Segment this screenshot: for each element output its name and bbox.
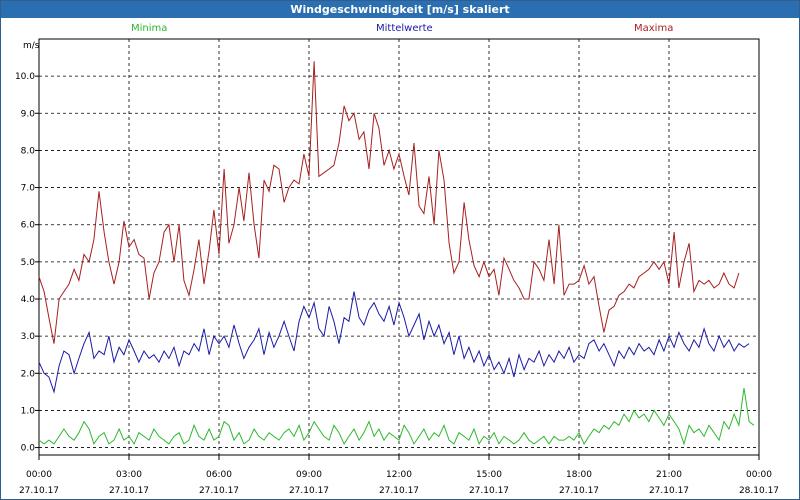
- x-tick-time: 21:00: [656, 470, 682, 480]
- plot-area: [38, 38, 760, 456]
- x-tick-time: 06:00: [206, 470, 232, 480]
- series-line-mittelwerte: [38, 291, 750, 394]
- y-axis-unit: m/s: [23, 41, 40, 51]
- y-tick-label: 0.0: [21, 444, 36, 454]
- legend-mittelwerte: Mittelwerte: [376, 23, 433, 34]
- x-tick-date: 27.10.17: [649, 486, 689, 496]
- x-tick-time: 18:00: [566, 470, 592, 480]
- legend-maxima: Maxima: [634, 23, 674, 34]
- x-tick-time: 00:00: [746, 470, 772, 480]
- legend-minima: Minima: [131, 23, 168, 34]
- x-tick-time: 15:00: [476, 470, 502, 480]
- y-tick-label: 1.0: [21, 406, 36, 416]
- y-tick-label: 5.0: [21, 258, 36, 268]
- x-tick-date: 27.10.17: [199, 486, 239, 496]
- y-tick-label: 7.0: [21, 184, 36, 194]
- x-tick-date: 27.10.17: [559, 486, 599, 496]
- window-title: Windgeschwindigkeit [m/s] skaliert: [1, 1, 799, 18]
- series-line-minima: [38, 388, 755, 446]
- x-tick-time: 00:00: [26, 470, 52, 480]
- y-tick-label: 10.0: [15, 72, 35, 82]
- series-line-maxima: [38, 61, 740, 344]
- x-tick-time: 09:00: [296, 470, 322, 480]
- y-tick-label: 8.0: [21, 146, 36, 156]
- x-tick-date: 27.10.17: [379, 486, 419, 496]
- y-tick-label: 9.0: [21, 109, 36, 119]
- x-tick-date: 27.10.17: [19, 486, 59, 496]
- x-tick-time: 03:00: [116, 470, 142, 480]
- x-tick-time: 12:00: [386, 470, 412, 480]
- y-tick-label: 2.0: [21, 369, 36, 379]
- y-tick-label: 3.0: [21, 332, 36, 342]
- x-tick-date: 27.10.17: [469, 486, 509, 496]
- x-tick-date: 28.10.17: [739, 486, 779, 496]
- y-tick-label: 4.0: [21, 295, 36, 305]
- x-tick-date: 27.10.17: [289, 486, 329, 496]
- x-tick-date: 27.10.17: [109, 486, 149, 496]
- y-tick-label: 6.0: [21, 221, 36, 231]
